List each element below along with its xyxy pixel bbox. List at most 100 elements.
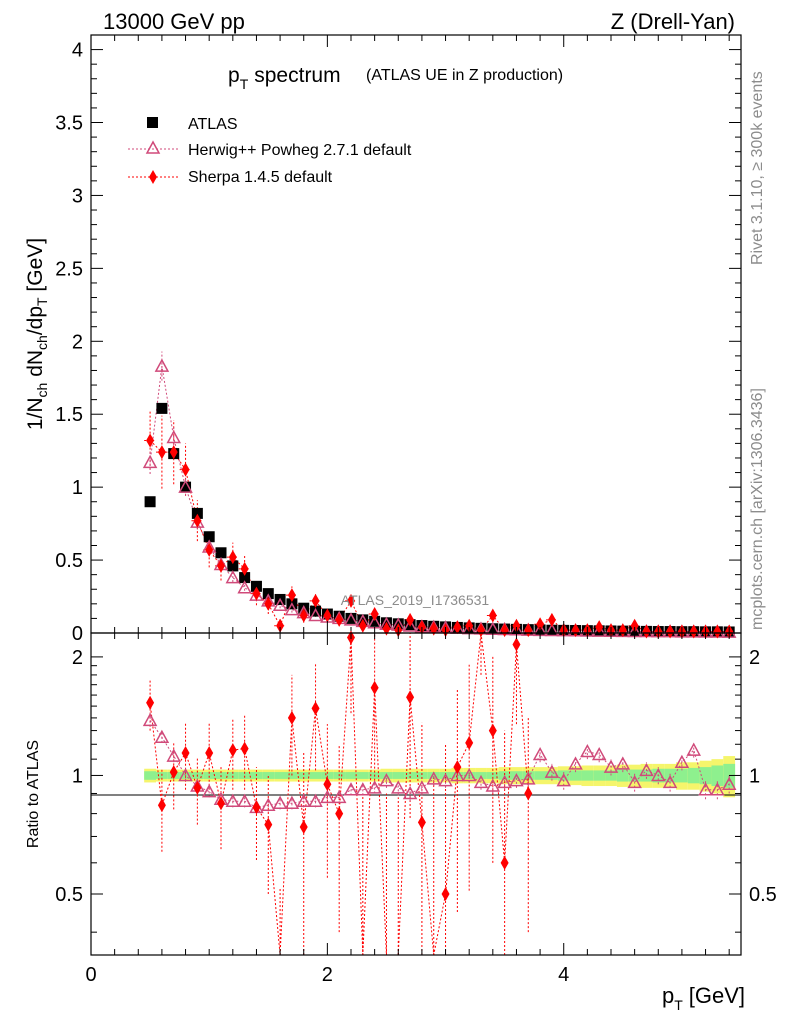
sherpa-main-point: [666, 624, 675, 639]
main-y-tick-label: 0: [72, 623, 83, 645]
ratio-band-inner: [416, 772, 428, 779]
legend-herwig-label: Herwig++ Powheg 2.7.1 default: [188, 142, 412, 159]
sherpa-main-point: [311, 593, 320, 608]
header-process-label: Z (Drell-Yan): [611, 9, 735, 34]
sherpa-ratio-point: [488, 723, 497, 738]
ratio-band-inner: [616, 769, 629, 782]
plot-title-sub: T: [240, 76, 249, 92]
herwig-ratio-point: [591, 746, 607, 761]
sherpa-ratio-point: [299, 819, 308, 834]
herwig-ratio-point: [391, 780, 406, 794]
sherpa-main-point: [547, 612, 556, 627]
sherpa-main-point: [630, 618, 639, 633]
main-y-tick-label: 0.5: [55, 550, 83, 572]
herwig-main-point: [166, 429, 181, 444]
herwig-ratio-point: [166, 748, 181, 762]
herwig-ratio-point: [662, 774, 678, 789]
sherpa-ratio-point: [264, 817, 273, 832]
herwig-ratio-point: [627, 774, 642, 789]
sherpa-main-point: [595, 620, 604, 635]
sherpa-main-point: [382, 621, 391, 636]
legend-sherpa-label: Sherpa 1.4.5 default: [188, 169, 333, 186]
sherpa-ratio-point: [335, 806, 344, 821]
sherpa-main-point: [642, 624, 651, 639]
legend-atlas-marker: [147, 117, 158, 128]
sherpa-ratio-point: [441, 886, 450, 901]
herwig-ratio-point: [532, 746, 548, 761]
sherpa-main-point: [323, 608, 332, 623]
herwig-ratio-point: [355, 782, 371, 796]
main-y-tick-label: 3.5: [55, 113, 83, 135]
ratio-band-inner: [569, 770, 582, 781]
analysis-id-label: ATLAS_2019_I1736531: [341, 592, 490, 608]
sherpa-main-point: [406, 612, 415, 627]
atlas-data-point: [191, 507, 203, 519]
sherpa-main-point: [287, 588, 296, 603]
sherpa-main-point: [240, 561, 249, 576]
herwig-main-point: [284, 602, 300, 616]
sherpa-ratio-point: [500, 855, 509, 870]
ratio-band-inner: [144, 771, 156, 780]
ratio-panel: 0.5 0.5 1 1 2 2 0 2 4 Ratio to ATLAS pT [GeV]: [25, 630, 777, 1013]
ratio-band-inner: [534, 771, 546, 780]
legend-atlas-label: ATLAS: [188, 116, 238, 133]
herwig-ratio-line: [149, 720, 730, 808]
ratio-band-inner: [486, 772, 499, 779]
herwig-ratio-point: [331, 789, 347, 804]
ratio-band-inner: [699, 767, 712, 785]
ratio-band-inner: [392, 772, 405, 779]
sherpa-main-point: [205, 542, 214, 557]
herwig-ratio-point: [698, 782, 713, 796]
sherpa-main-point: [689, 624, 698, 639]
herwig-ratio-point: [178, 767, 193, 782]
main-y-tick-label: 1.5: [55, 404, 83, 426]
sherpa-main-point: [370, 607, 379, 622]
herwig-ratio-point: [521, 771, 536, 785]
herwig-ratio-point: [473, 774, 489, 789]
plot-title: pT spectrum: [228, 64, 341, 92]
herwig-ratio-point: [261, 797, 276, 812]
x-axis-label-sub: T: [674, 997, 683, 1013]
ratio-band-inner: [356, 772, 369, 779]
sherpa-main-point: [193, 513, 202, 528]
plot-title-note: (ATLAS UE in Z production): [366, 67, 563, 84]
sherpa-main-point: [429, 621, 438, 636]
herwig-ratio-point: [580, 743, 595, 758]
herwig-ratio-point: [284, 795, 300, 809]
herwig-main-point: [142, 454, 158, 469]
herwig-main-point: [544, 622, 560, 637]
ratio-band-inner: [238, 772, 251, 779]
ratio-band-inner: [226, 772, 239, 779]
herwig-ratio-point: [272, 795, 288, 809]
sherpa-ratio-point: [406, 690, 415, 705]
ratio-band-inner: [711, 765, 724, 787]
herwig-ratio-point: [426, 771, 441, 785]
sherpa-ratio-point: [228, 743, 237, 758]
ratio-band-inner: [274, 772, 286, 779]
ratio-band-inner: [203, 772, 216, 779]
rivet-version-label: Rivet 3.1.10, ≥ 300k events: [749, 71, 766, 265]
header-collision-label: 13000 GeV pp: [103, 9, 245, 34]
sherpa-main-point: [157, 445, 166, 460]
sherpa-main-point: [358, 618, 367, 633]
sherpa-ratio-point: [169, 765, 178, 780]
herwig-ratio-point: [201, 784, 217, 798]
x-axis-label: pT [GeV]: [662, 983, 745, 1013]
herwig-ratio-point: [497, 774, 512, 789]
ratio-data-layer: [142, 630, 737, 956]
herwig-ratio-point: [154, 729, 170, 744]
sherpa-ratio-point: [524, 786, 533, 801]
sherpa-main-point: [181, 462, 190, 477]
main-axis-layer: 0 0.5 1 1.5 2 2.5 3 3.5 4: [55, 35, 741, 645]
sherpa-main-point: [453, 620, 462, 635]
main-y-axis-label: 1/Nch dNch/dpT [GeV]: [24, 238, 50, 430]
herwig-main-point: [591, 623, 607, 637]
herwig-ratio-point: [308, 793, 323, 807]
main-y-tick-label: 3: [72, 185, 83, 207]
ratio-panel-frame: [90, 632, 742, 956]
main-y-tick-label: 2: [72, 331, 83, 353]
herwig-ratio-point: [461, 767, 477, 782]
mcplots-url-label: mcplots.cern.ch [arXiv:1306.3436]: [749, 388, 766, 630]
legend: ATLAS Herwig++ Powheg 2.7.1 default Sher…: [128, 116, 412, 186]
